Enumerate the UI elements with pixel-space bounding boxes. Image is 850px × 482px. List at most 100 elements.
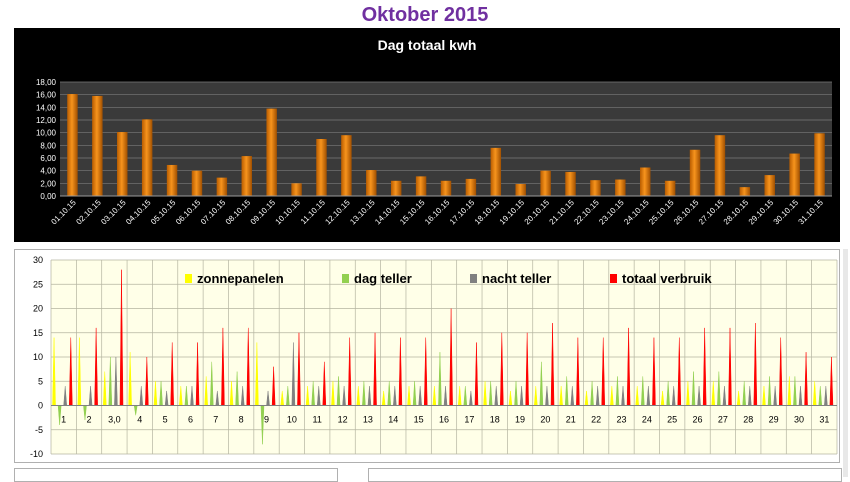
y-tick-label: -5 bbox=[35, 425, 43, 435]
x-tick-label: 21 bbox=[566, 415, 576, 425]
bar bbox=[266, 108, 277, 196]
x-tick-label: 26.10.15 bbox=[672, 198, 701, 227]
x-tick-label: 11.10.15 bbox=[299, 198, 327, 226]
x-tick-label: 12.10.15 bbox=[323, 198, 352, 227]
x-tick-label: 10 bbox=[287, 415, 297, 425]
y-tick-label: 20 bbox=[33, 304, 43, 314]
x-tick-label: 7 bbox=[213, 415, 218, 425]
bar bbox=[714, 135, 726, 196]
y-tick-label: 5 bbox=[38, 376, 43, 386]
y-tick-label: 0 bbox=[38, 401, 43, 411]
x-tick-label: 17.10.15 bbox=[448, 198, 477, 227]
x-tick-label: 15 bbox=[414, 415, 424, 425]
x-tick-label: 12 bbox=[338, 415, 348, 425]
bar bbox=[739, 187, 751, 196]
x-tick-label: 08.10.15 bbox=[224, 198, 253, 227]
x-tick-label: 31.10.15 bbox=[797, 198, 826, 227]
bar bbox=[814, 133, 825, 196]
x-tick-label: 18.10.15 bbox=[473, 198, 502, 227]
y-tick-label: 15 bbox=[33, 328, 43, 338]
legend-swatch bbox=[610, 274, 617, 283]
x-tick-label: 13.10.15 bbox=[348, 198, 377, 227]
bar bbox=[191, 170, 203, 196]
y-tick-label: -10 bbox=[30, 449, 43, 459]
bar bbox=[664, 180, 676, 196]
x-tick-label: 14 bbox=[388, 415, 398, 425]
x-tick-label: 05.10.15 bbox=[149, 198, 178, 227]
x-tick-label: 8 bbox=[239, 415, 244, 425]
x-tick-label: 22 bbox=[591, 415, 601, 425]
x-tick-label: 21.10.15 bbox=[548, 198, 577, 227]
bar bbox=[92, 95, 103, 196]
legend-label: dag teller bbox=[354, 271, 412, 286]
y-tick-label: 0,00 bbox=[40, 192, 56, 201]
x-tick-label: 15.10.15 bbox=[398, 198, 427, 227]
legend-label: totaal verbruik bbox=[622, 271, 712, 286]
y-tick-label: 14,00 bbox=[36, 103, 57, 112]
y-tick-label: 16,00 bbox=[36, 91, 57, 100]
x-tick-label: 18 bbox=[490, 415, 500, 425]
bar bbox=[515, 183, 526, 196]
page-title: Oktober 2015 bbox=[361, 4, 489, 26]
x-tick-label: 31 bbox=[819, 415, 829, 425]
x-tick-label: 23 bbox=[616, 415, 626, 425]
x-tick-label: 10.10.15 bbox=[274, 198, 303, 227]
x-tick-label: 19 bbox=[515, 415, 525, 425]
x-tick-label: 14.10.15 bbox=[373, 198, 402, 227]
bar-chart-canvas: 0,00 2,00 4,00 6,00 8,00 10,00 12,00 14,00 16,00… bbox=[36, 78, 832, 227]
bar bbox=[440, 180, 452, 196]
bottom-panel-left bbox=[14, 468, 338, 482]
energy-line-chart: -10 -5 0 5 10 15 20 25 30 1 2 3,0 4 5 6 7 8 9 10 11 12 13 14 15… bbox=[14, 249, 840, 463]
x-tick-label: 4 bbox=[137, 415, 142, 425]
x-tick-label: 27 bbox=[718, 415, 728, 425]
x-tick-label: 6 bbox=[188, 415, 193, 425]
x-tick-label: 3,0 bbox=[108, 415, 121, 425]
bar bbox=[639, 167, 651, 196]
bar bbox=[615, 179, 626, 196]
bar bbox=[141, 119, 153, 196]
bottom-panel-right bbox=[368, 468, 842, 482]
x-tick-label: 28.10.15 bbox=[722, 198, 751, 227]
x-tick-label: 22.10.15 bbox=[572, 198, 601, 227]
legend-swatch bbox=[470, 274, 477, 283]
x-tick-label: 9 bbox=[264, 415, 269, 425]
x-tick-label: 02.10.15 bbox=[74, 198, 103, 227]
bar bbox=[590, 180, 601, 196]
bar bbox=[540, 170, 551, 196]
bar bbox=[366, 170, 377, 196]
x-tick-label: 2 bbox=[87, 415, 92, 425]
y-tick-label: 2,00 bbox=[40, 179, 56, 188]
x-tick-label: 28 bbox=[743, 415, 753, 425]
bar bbox=[117, 132, 128, 196]
x-tick-label: 26 bbox=[693, 415, 703, 425]
y-tick-label: 18,00 bbox=[36, 78, 57, 87]
bar bbox=[67, 94, 78, 196]
daily-total-bar-chart: Dag totaal kwh 0,00 2,00 4,00 6,00 8,00 10,00… bbox=[14, 28, 840, 242]
y-tick-label: 10,00 bbox=[36, 129, 57, 138]
vertical-scrollbar[interactable] bbox=[843, 249, 848, 477]
series-nacht-teller bbox=[63, 342, 828, 406]
x-tick-label: 03.10.15 bbox=[99, 198, 128, 227]
x-tick-label: 07.10.15 bbox=[199, 198, 228, 227]
x-tick-label: 25.10.15 bbox=[647, 198, 676, 227]
bar bbox=[465, 178, 477, 196]
y-tick-label: 10 bbox=[33, 352, 43, 362]
bar bbox=[415, 176, 427, 196]
bar bbox=[241, 156, 253, 196]
y-tick-label: 30 bbox=[33, 255, 43, 265]
x-tick-label: 5 bbox=[163, 415, 168, 425]
bar bbox=[490, 147, 502, 196]
bar bbox=[291, 183, 302, 196]
x-tick-label: 30 bbox=[794, 415, 804, 425]
x-tick-label: 1 bbox=[61, 415, 66, 425]
bar bbox=[216, 177, 228, 196]
series-dag-teller bbox=[57, 352, 823, 445]
x-tick-label: 16.10.15 bbox=[423, 198, 452, 227]
legend-swatch bbox=[342, 274, 349, 283]
x-tick-label: 27.10.15 bbox=[697, 198, 726, 227]
y-tick-label: 6,00 bbox=[40, 154, 56, 163]
series-totaal-verbruik bbox=[68, 269, 834, 406]
x-tick-label: 24.10.15 bbox=[622, 198, 651, 227]
legend-label: zonnepanelen bbox=[197, 271, 284, 286]
